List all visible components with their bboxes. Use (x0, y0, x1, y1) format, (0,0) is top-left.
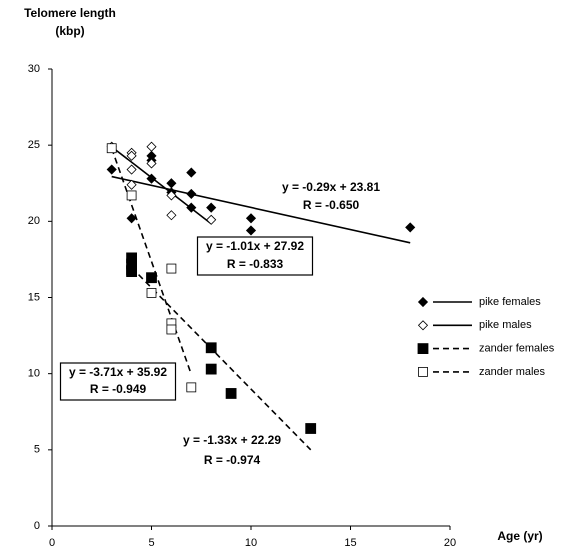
point (146, 173, 157, 184)
y-tick-label: 25 (28, 139, 40, 151)
legend-marker (417, 320, 429, 331)
point (126, 266, 137, 278)
point (186, 202, 197, 213)
point (166, 324, 177, 335)
legend-label: zander males (479, 366, 546, 378)
legend-marker (418, 366, 428, 377)
point (146, 272, 157, 284)
point (186, 188, 197, 199)
x-tick-label: 20 (444, 537, 456, 549)
point (146, 288, 157, 298)
point (405, 222, 416, 233)
point (305, 423, 317, 434)
legend-label: pike males (479, 319, 532, 331)
legend-label: pike females (479, 296, 541, 308)
x-tick-label: 15 (344, 537, 356, 549)
annotation-box (196, 236, 314, 276)
annotation-box (59, 362, 177, 401)
point (126, 150, 137, 161)
y-tick-label: 20 (28, 215, 40, 227)
point (106, 143, 117, 154)
trend-line (111, 146, 212, 225)
point (245, 213, 257, 224)
point (225, 388, 237, 399)
point (206, 214, 217, 225)
point (126, 164, 137, 175)
point (146, 141, 157, 152)
point (245, 225, 257, 236)
point (186, 382, 197, 393)
point (126, 179, 137, 190)
x-tick-label: 10 (245, 537, 257, 549)
y-tick-label: 30 (28, 63, 40, 75)
equation-label: y = -1.33x + 22.29 (183, 433, 281, 447)
r-label: R = -0.974 (204, 453, 261, 467)
point (146, 158, 157, 169)
point (206, 202, 217, 213)
y-axis-label: Telomere length (24, 6, 116, 20)
point (205, 363, 217, 375)
point (126, 213, 137, 224)
x-tick-label: 0 (49, 537, 55, 549)
equation-label: y = -1.01x + 27.92 (206, 239, 304, 253)
equation-label: y = -0.29x + 23.81 (282, 180, 380, 194)
y-axis-label: (kbp) (55, 24, 84, 38)
y-tick-label: 0 (34, 520, 40, 532)
y-tick-label: 15 (28, 291, 40, 303)
r-label: R = -0.833 (227, 257, 284, 271)
legend-label: zander females (479, 343, 555, 355)
point (166, 190, 177, 201)
trend-line (131, 266, 312, 451)
x-tick-label: 5 (148, 537, 154, 549)
x-axis-label: Age (yr) (497, 529, 542, 543)
y-tick-label: 5 (34, 444, 40, 456)
legend-marker (417, 343, 429, 355)
point (186, 167, 197, 178)
r-label: R = -0.650 (303, 198, 360, 212)
r-label: R = -0.949 (90, 382, 147, 396)
trend-line (111, 175, 411, 244)
point (126, 190, 137, 201)
legend-marker (417, 296, 429, 308)
point (166, 210, 177, 221)
point (106, 164, 117, 175)
y-tick-label: 10 (28, 368, 40, 380)
point (166, 263, 177, 274)
equation-label: y = -3.71x + 35.92 (69, 365, 167, 379)
point (205, 342, 217, 354)
point (166, 178, 177, 189)
